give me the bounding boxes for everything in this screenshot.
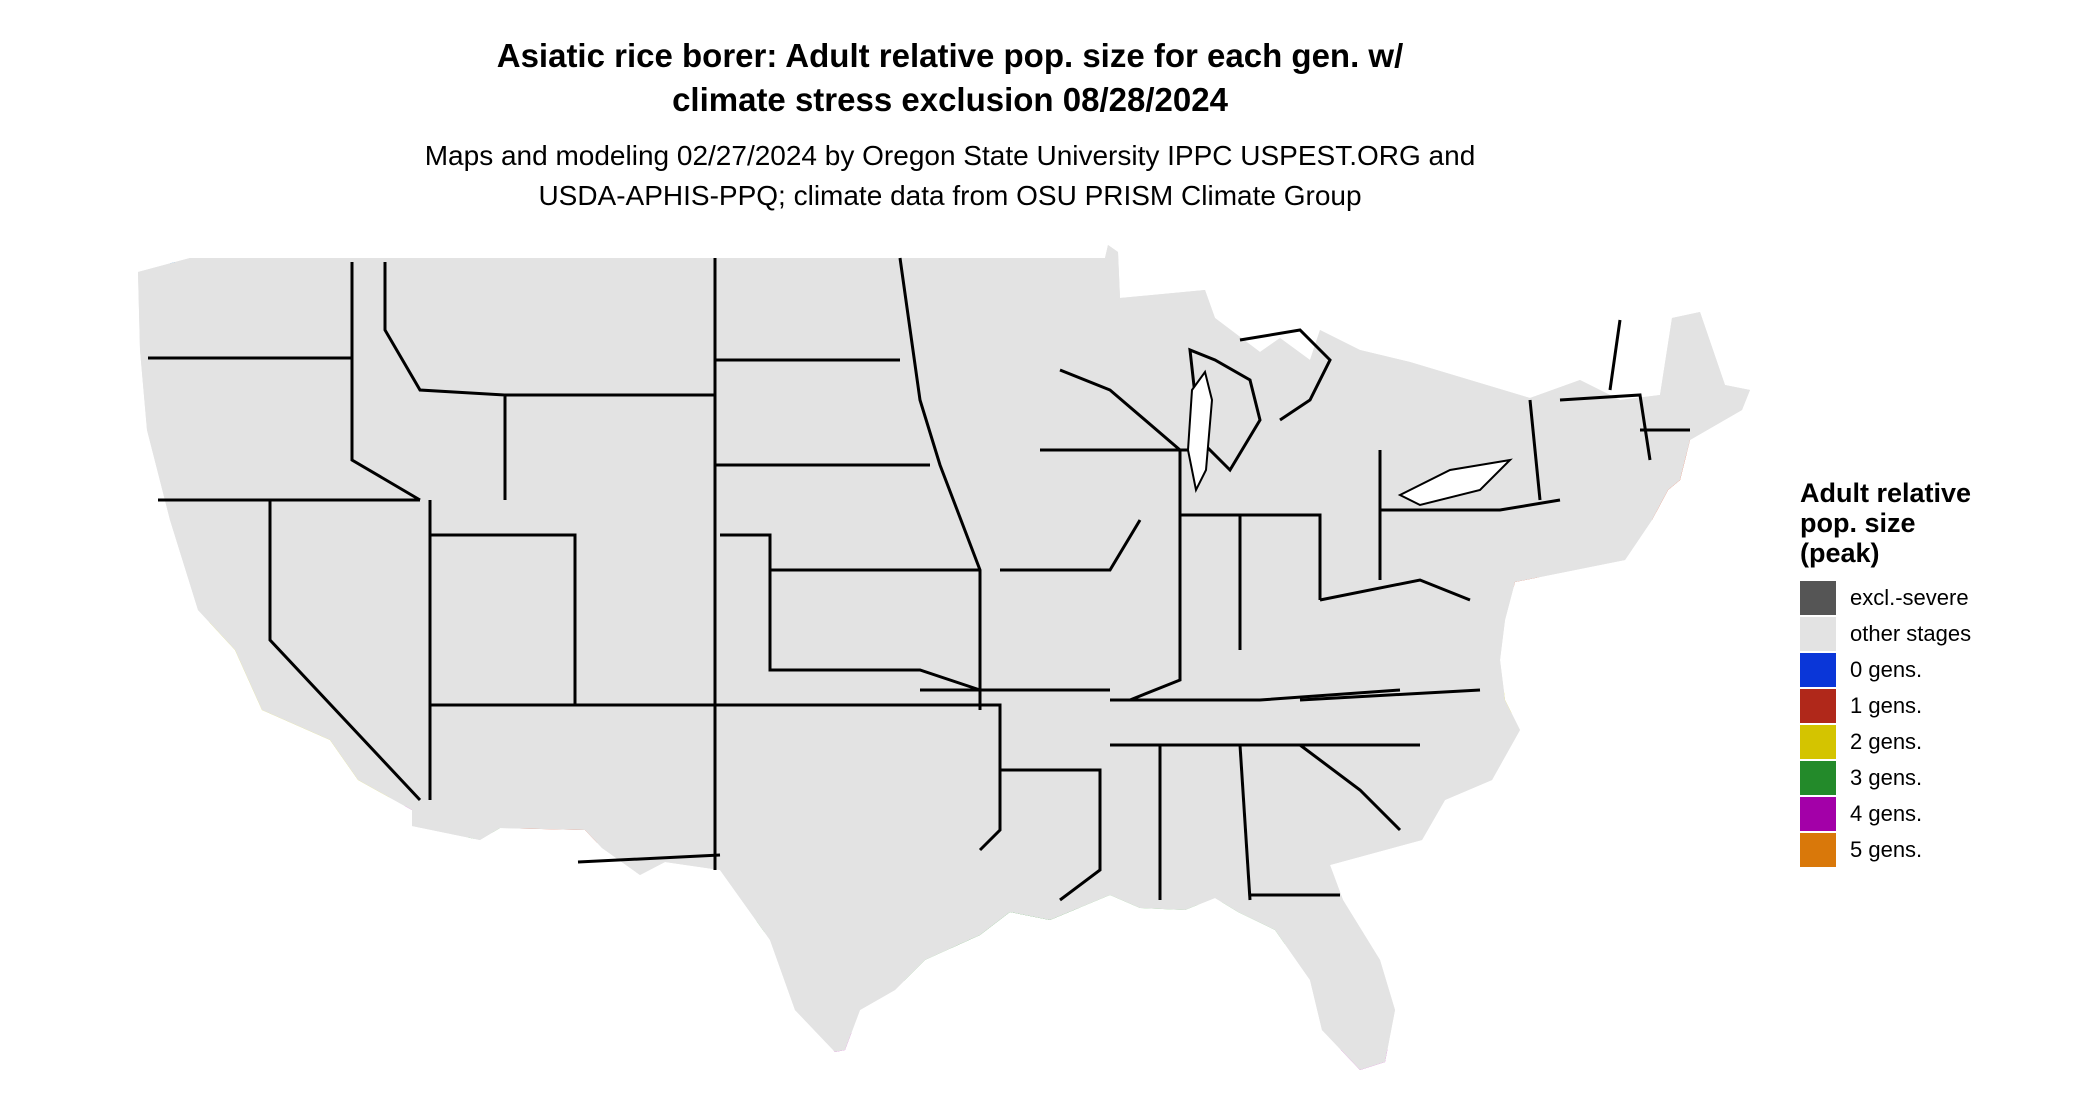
legend-item: other stages — [1800, 616, 2090, 652]
legend-swatch — [1800, 617, 1836, 651]
subtitle-line-2: USDA-APHIS-PPQ; climate data from OSU PR… — [538, 180, 1362, 211]
legend-swatch — [1800, 797, 1836, 831]
legend-label: 3 gens. — [1850, 765, 1923, 790]
legend-swatch — [1800, 725, 1836, 759]
lake-erie — [1397, 458, 1513, 507]
legend-item: 5 gens. — [1800, 832, 2090, 868]
legend-item: 1 gens. — [1800, 688, 2090, 724]
legend-swatch — [1800, 761, 1836, 795]
legend-label: other stages — [1850, 621, 1972, 646]
legend-title-line-1: Adult relative — [1800, 478, 1972, 508]
legend-item: 0 gens. — [1800, 652, 2090, 688]
legend-items: excl.-severe other stages 0 gens. 1 gens. 2 … — [1800, 580, 2090, 868]
legend-swatch — [1800, 833, 1836, 867]
legend: Adult relative pop. size (peak) excl.-se… — [1800, 478, 2090, 868]
map-title: Asiatic rice borer: Adult relative pop. … — [180, 34, 1720, 122]
lake-michigan — [1186, 369, 1214, 494]
legend-label: 4 gens. — [1850, 801, 1923, 826]
state-borders — [148, 257, 1690, 902]
legend-label: 1 gens. — [1850, 693, 1923, 718]
legend-swatch — [1800, 581, 1836, 615]
legend-label: 2 gens. — [1850, 729, 1923, 754]
legend-label: 5 gens. — [1850, 837, 1923, 862]
legend-item: 3 gens. — [1800, 760, 2090, 796]
legend-label: 0 gens. — [1850, 657, 1923, 682]
us-outline — [136, 243, 1752, 1072]
title-line-2: climate stress exclusion 08/28/2024 — [672, 81, 1228, 118]
subtitle-line-1: Maps and modeling 02/27/2024 by Oregon S… — [424, 140, 1476, 171]
legend-item: 4 gens. — [1800, 796, 2090, 832]
legend-item: 2 gens. — [1800, 724, 2090, 760]
great-lakes — [1186, 369, 1513, 507]
legend-title-line-3: (peak) — [1800, 538, 1880, 568]
legend-item: excl.-severe — [1800, 580, 2090, 616]
legend-swatch — [1800, 653, 1836, 687]
legend-title: Adult relative pop. size (peak) — [1800, 478, 2090, 568]
title-line-1: Asiatic rice borer: Adult relative pop. … — [496, 37, 1404, 74]
legend-label: excl.-severe — [1850, 585, 1969, 610]
legend-title-line-2: pop. size — [1800, 508, 1916, 538]
map-subtitle: Maps and modeling 02/27/2024 by Oregon S… — [180, 136, 1720, 216]
legend-swatch — [1800, 689, 1836, 723]
